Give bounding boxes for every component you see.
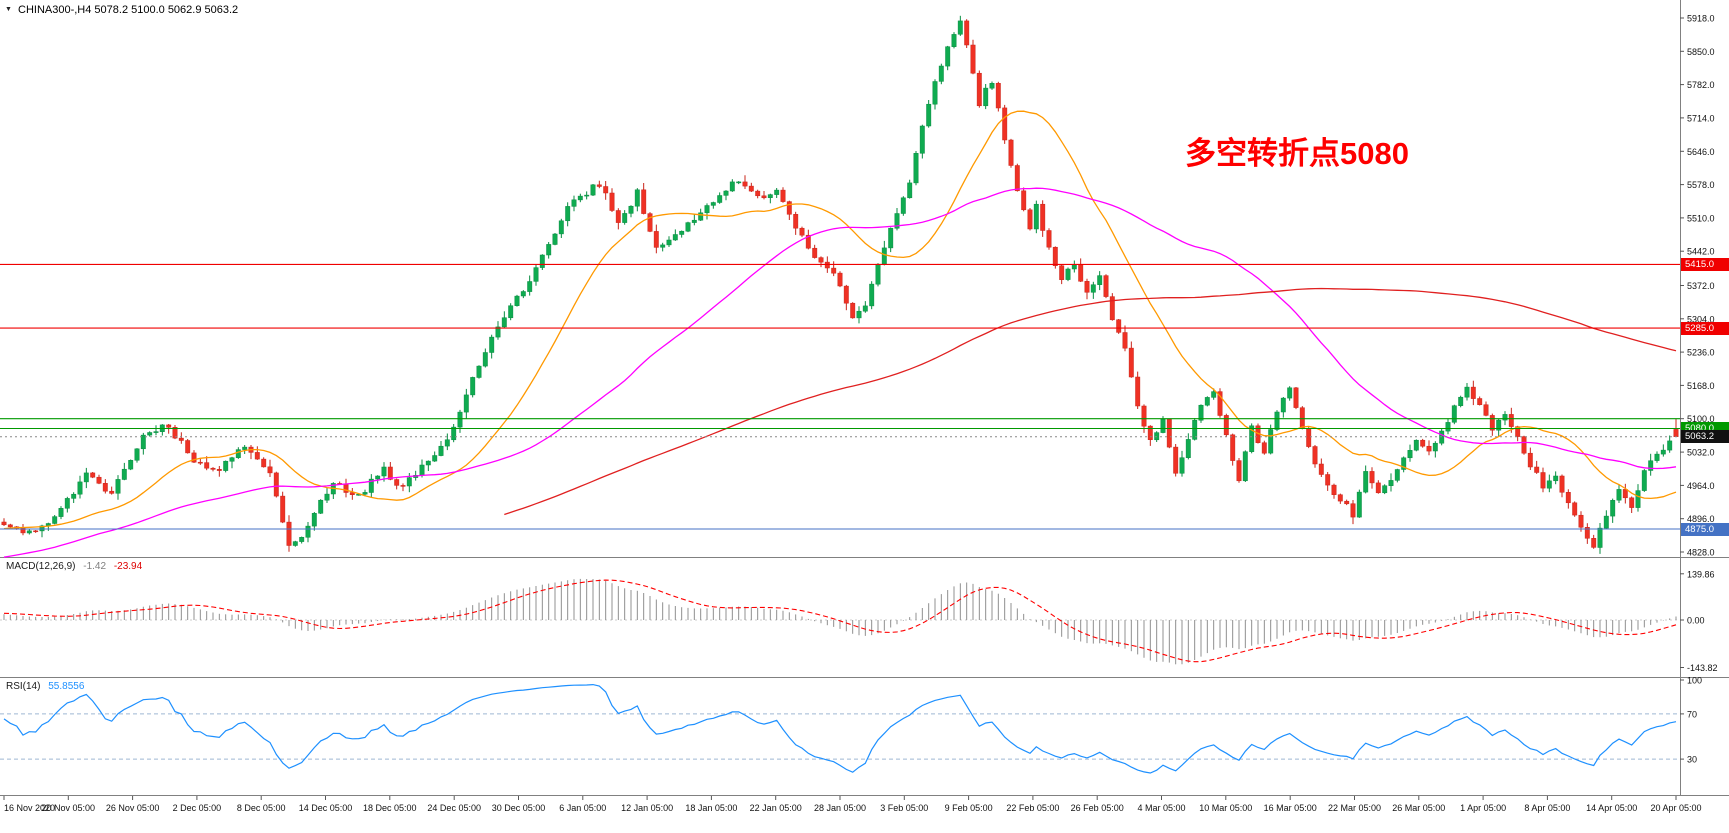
svg-text:8 Apr 05:00: 8 Apr 05:00 — [1524, 803, 1570, 813]
axes-layer: 5918.0 5850.0 5782.0 5714.0 5646.0 5578.0 5510… — [3, 14, 1718, 813]
svg-text:5304.0: 5304.0 — [1687, 314, 1715, 324]
svg-text:5646.0: 5646.0 — [1687, 147, 1715, 157]
svg-text:28 Jan 05:00: 28 Jan 05:00 — [814, 803, 866, 813]
svg-text:20 Nov 05:00: 20 Nov 05:00 — [42, 803, 96, 813]
candles-layer — [1, 15, 1679, 554]
svg-text:5578.0: 5578.0 — [1687, 180, 1715, 190]
svg-text:5850.0: 5850.0 — [1687, 47, 1715, 57]
svg-text:26 Mar 05:00: 26 Mar 05:00 — [1392, 803, 1445, 813]
svg-text:5236.0: 5236.0 — [1687, 348, 1715, 358]
svg-text:30 Dec 05:00: 30 Dec 05:00 — [492, 803, 546, 813]
svg-text:4828.0: 4828.0 — [1687, 548, 1715, 558]
svg-text:26 Feb 05:00: 26 Feb 05:00 — [1071, 803, 1124, 813]
svg-text:4 Mar 05:00: 4 Mar 05:00 — [1137, 803, 1185, 813]
svg-text:5032.0: 5032.0 — [1687, 448, 1715, 458]
svg-text:5168.0: 5168.0 — [1687, 381, 1715, 391]
svg-text:5714.0: 5714.0 — [1687, 113, 1715, 123]
svg-text:139.86: 139.86 — [1687, 569, 1715, 579]
svg-text:14 Apr 05:00: 14 Apr 05:00 — [1586, 803, 1637, 813]
svg-text:26 Nov 05:00: 26 Nov 05:00 — [106, 803, 160, 813]
svg-text:30: 30 — [1687, 755, 1697, 765]
rsi-panel — [0, 683, 1680, 774]
svg-text:22 Mar 05:00: 22 Mar 05:00 — [1328, 803, 1381, 813]
svg-text:10 Mar 05:00: 10 Mar 05:00 — [1199, 803, 1252, 813]
svg-text:70: 70 — [1687, 709, 1697, 719]
svg-text:3 Feb 05:00: 3 Feb 05:00 — [880, 803, 928, 813]
svg-text:-143.82: -143.82 — [1687, 663, 1718, 673]
svg-text:5442.0: 5442.0 — [1687, 247, 1715, 257]
time-axis[interactable] — [0, 796, 1729, 833]
svg-text:6 Jan 05:00: 6 Jan 05:00 — [559, 803, 606, 813]
svg-text:16 Mar 05:00: 16 Mar 05:00 — [1264, 803, 1317, 813]
svg-text:5372.0: 5372.0 — [1687, 281, 1715, 291]
svg-text:22 Jan 05:00: 22 Jan 05:00 — [750, 803, 802, 813]
svg-text:0.00: 0.00 — [1687, 616, 1705, 626]
svg-text:20 Apr 05:00: 20 Apr 05:00 — [1650, 803, 1701, 813]
svg-text:22 Feb 05:00: 22 Feb 05:00 — [1006, 803, 1059, 813]
svg-text:4964.0: 4964.0 — [1687, 481, 1715, 491]
svg-text:5510.0: 5510.0 — [1687, 213, 1715, 223]
panel-separators — [0, 0, 1729, 796]
svg-text:9 Feb 05:00: 9 Feb 05:00 — [945, 803, 993, 813]
svg-text:24 Dec 05:00: 24 Dec 05:00 — [427, 803, 481, 813]
price-axis[interactable] — [1681, 0, 1729, 795]
moving-averages-layer — [3, 110, 1677, 558]
svg-text:5782.0: 5782.0 — [1687, 80, 1715, 90]
svg-text:14 Dec 05:00: 14 Dec 05:00 — [299, 803, 353, 813]
svg-text:5918.0: 5918.0 — [1687, 14, 1715, 24]
svg-text:8 Dec 05:00: 8 Dec 05:00 — [237, 803, 286, 813]
svg-text:16 Nov 2020: 16 Nov 2020 — [4, 803, 55, 813]
svg-text:2 Dec 05:00: 2 Dec 05:00 — [173, 803, 222, 813]
horizontal-lines-layer — [0, 263, 1680, 530]
svg-text:12 Jan 05:00: 12 Jan 05:00 — [621, 803, 673, 813]
macd-panel — [0, 578, 1680, 665]
svg-text:4896.0: 4896.0 — [1687, 514, 1715, 524]
svg-text:5100.0: 5100.0 — [1687, 414, 1715, 424]
svg-text:18 Dec 05:00: 18 Dec 05:00 — [363, 803, 417, 813]
svg-text:18 Jan 05:00: 18 Jan 05:00 — [685, 803, 737, 813]
svg-text:100: 100 — [1687, 676, 1702, 686]
svg-text:1 Apr 05:00: 1 Apr 05:00 — [1460, 803, 1506, 813]
